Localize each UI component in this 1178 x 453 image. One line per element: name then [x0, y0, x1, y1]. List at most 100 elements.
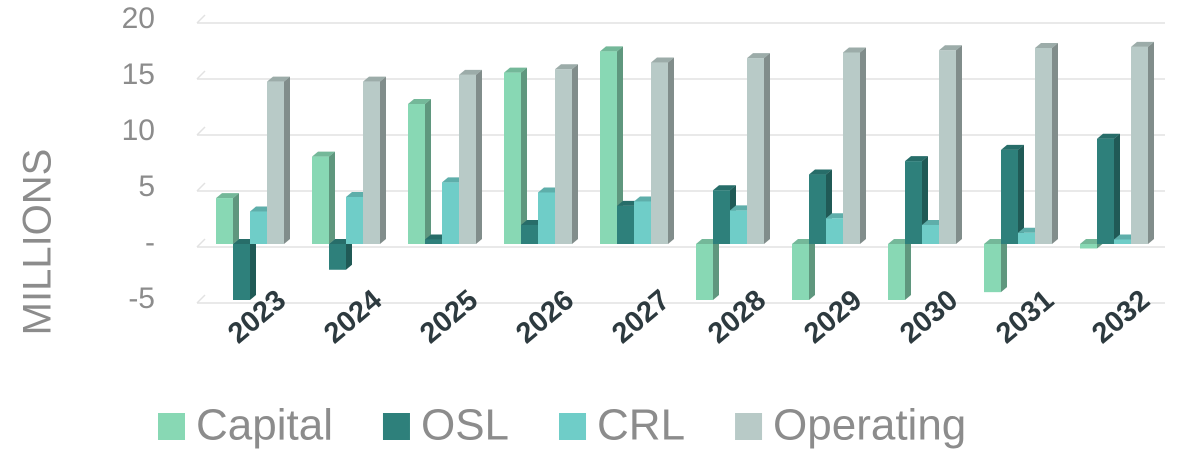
bar	[905, 161, 922, 244]
bar	[843, 52, 860, 245]
bar	[216, 198, 233, 244]
bar	[312, 156, 329, 244]
x-tick-label: 2023	[222, 284, 292, 350]
bar	[1080, 244, 1097, 249]
bar-side	[233, 193, 239, 244]
bar-top	[555, 64, 578, 70]
x-tick-label: 2024	[318, 284, 388, 350]
grid-line-depth	[196, 70, 206, 80]
legend-swatch	[735, 413, 763, 440]
bar	[442, 182, 459, 244]
bar-side	[809, 239, 815, 300]
bar-side	[284, 76, 290, 244]
bar	[459, 74, 476, 244]
bar-side	[1001, 239, 1007, 293]
bar-top	[713, 185, 736, 191]
bar-side	[250, 239, 256, 300]
bar	[651, 62, 668, 245]
x-tick-label: 2025	[414, 284, 484, 350]
bar	[600, 51, 617, 244]
bar-top	[216, 193, 239, 199]
bar-side	[956, 45, 962, 244]
grid-line-depth	[196, 238, 206, 248]
bar	[939, 50, 956, 244]
bar	[267, 81, 284, 244]
bar	[250, 211, 267, 244]
bar	[634, 201, 651, 244]
bar-side	[572, 64, 578, 244]
bar	[984, 244, 1001, 293]
y-tick-label: 20	[122, 2, 155, 35]
bar	[329, 244, 346, 270]
y-tick-label: -5	[128, 282, 155, 315]
y-tick-label: -	[145, 226, 155, 259]
bar-top	[809, 169, 832, 175]
bar	[425, 239, 442, 244]
bar-top	[939, 45, 962, 51]
bar-top	[459, 69, 482, 75]
bar	[521, 224, 538, 244]
y-axis-label: MILLIONS	[16, 149, 60, 336]
bar-side	[668, 57, 674, 245]
legend-swatch	[382, 413, 410, 440]
bar-top	[843, 47, 866, 53]
legend-swatch	[158, 413, 185, 440]
y-tick-label: 10	[122, 114, 155, 147]
bar	[555, 69, 572, 244]
bar-top	[1131, 41, 1154, 47]
bar-side	[425, 99, 431, 244]
bar	[713, 190, 730, 244]
legend-label: Operating	[773, 401, 966, 450]
bar-side	[329, 151, 335, 244]
bar	[696, 244, 713, 300]
bar-side	[617, 46, 623, 244]
x-tick-label: 2031	[990, 284, 1060, 350]
bar-side	[860, 47, 866, 245]
bar-top	[504, 67, 527, 73]
bar-top	[651, 57, 674, 63]
bar-top	[363, 76, 386, 82]
bar	[792, 244, 809, 300]
bar-top	[312, 151, 335, 157]
bar-side	[1114, 133, 1120, 244]
bar	[233, 244, 250, 300]
bar-top	[408, 99, 431, 104]
bar-top	[267, 76, 290, 82]
bar-side	[476, 69, 482, 244]
x-tick-label: 2026	[510, 284, 580, 350]
bar	[1114, 239, 1131, 244]
bar	[346, 196, 363, 244]
legend-swatch	[559, 413, 587, 440]
bar	[1097, 138, 1114, 244]
x-tick-label: 2027	[606, 284, 676, 350]
bar	[826, 218, 843, 244]
bar	[408, 104, 425, 244]
grid-line-depth	[196, 14, 206, 24]
bar-side	[764, 53, 770, 244]
legend-label: OSL	[421, 401, 509, 450]
bar-side	[521, 67, 527, 244]
bar-side	[905, 239, 911, 300]
bar-side	[1052, 43, 1058, 244]
bar-top	[600, 46, 623, 52]
bar	[363, 81, 380, 244]
bar	[538, 192, 555, 244]
bar-top	[747, 53, 770, 59]
bar	[1131, 46, 1148, 244]
bar	[1001, 149, 1018, 244]
bar	[1018, 232, 1035, 244]
x-tick-label: 2032	[1086, 284, 1156, 350]
bar	[617, 205, 634, 244]
bar-side	[346, 239, 352, 270]
bar-top	[905, 156, 928, 162]
bar	[888, 244, 905, 300]
bar	[504, 72, 521, 244]
bar	[730, 210, 747, 244]
y-tick-label: 5	[138, 170, 155, 203]
bar-top	[1035, 43, 1058, 48]
bar	[1035, 48, 1052, 244]
bar	[809, 174, 826, 244]
bar-side	[1018, 144, 1024, 244]
bar-side	[380, 76, 386, 244]
